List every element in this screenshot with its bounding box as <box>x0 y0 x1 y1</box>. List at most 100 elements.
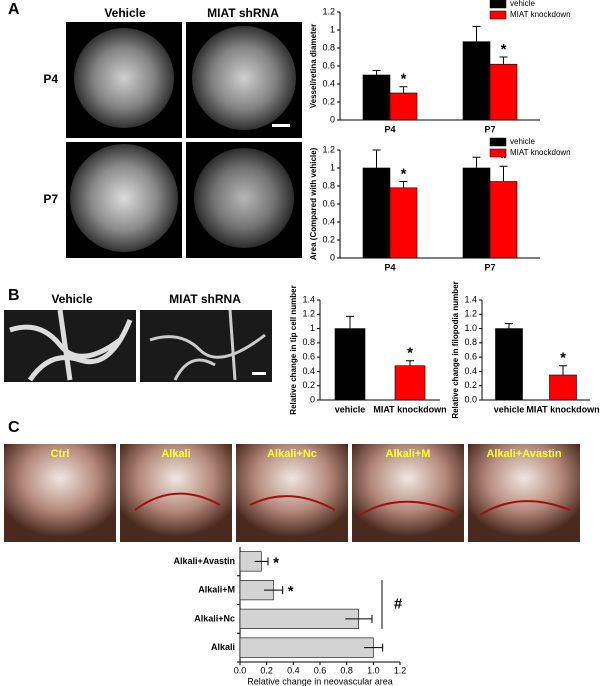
photo-label: Ctrl <box>51 448 70 460</box>
annotation: # <box>394 595 403 612</box>
row-label: P4 <box>43 72 58 86</box>
y-tick-label: 0.4 <box>322 216 335 226</box>
error-bar <box>472 156 481 168</box>
legend-swatch <box>489 0 507 9</box>
y-axis-label: Relative change in tip cell number <box>289 285 298 414</box>
photo-label: Alkali+Nc <box>267 448 317 460</box>
column-label: Vehicle <box>104 6 146 20</box>
legend-label: MIAT knockdown <box>510 148 571 157</box>
x-tick-label: MIAT knockdown <box>526 404 599 414</box>
x-tick-label: P4 <box>384 262 395 272</box>
bar <box>489 181 518 259</box>
y-tick-label: 0.6 <box>302 352 315 362</box>
error-bar <box>399 181 408 188</box>
retina-images <box>66 22 302 258</box>
significance-label: * <box>401 165 407 182</box>
x-tick-label: 0.6 <box>314 665 327 675</box>
error-bar <box>364 643 384 652</box>
photo-label: Alkali+M <box>386 448 431 460</box>
y-axis-label: Relative change in filopodia number <box>451 281 460 418</box>
y-tick-label: 0.6 <box>322 198 335 208</box>
error-bar <box>345 614 373 623</box>
y-tick-label: 0.6 <box>464 352 477 362</box>
bar <box>495 328 523 401</box>
x-tick-label: 0.2 <box>260 665 273 675</box>
significance-label: * <box>288 583 294 600</box>
y-tick-label: 0.2 <box>302 380 315 390</box>
column-label: MIAT shRNA <box>207 6 279 20</box>
legend-label: vehicle <box>510 137 535 146</box>
error-bar <box>559 365 567 375</box>
y-tick-label: Alkali+M <box>198 585 235 595</box>
x-tick-label: P7 <box>484 124 495 134</box>
y-tick-label: Alkali <box>211 642 235 652</box>
vessel-images <box>4 309 272 382</box>
panel-letter: C <box>8 419 20 436</box>
y-tick-label: 0.8 <box>302 337 315 347</box>
bar <box>462 167 491 259</box>
y-tick-label: 0 <box>330 114 335 124</box>
bar <box>239 608 359 629</box>
bar <box>394 365 426 401</box>
x-tick-label: MIAT knockdown <box>373 404 446 414</box>
significance-label: * <box>501 41 507 58</box>
bar <box>334 328 366 401</box>
error-bar <box>254 557 269 566</box>
error-bar <box>499 56 508 65</box>
bar <box>389 92 418 121</box>
error-bar <box>499 165 508 182</box>
column-label: Vehicle <box>51 292 93 306</box>
y-tick-label: 0.4 <box>464 366 477 376</box>
y-tick-label: 1.2 <box>464 309 477 319</box>
y-tick-label: 0.8 <box>322 180 335 190</box>
row-label: P7 <box>43 192 58 206</box>
x-tick-label: 0.0 <box>234 665 247 675</box>
x-tick-label: 0.4 <box>287 665 300 675</box>
significance-label: * <box>407 345 413 362</box>
bar <box>362 74 391 121</box>
y-tick-label: 0.4 <box>322 78 335 88</box>
y-tick-label: 0 <box>330 252 335 262</box>
legend-swatch <box>489 137 507 147</box>
legend-swatch <box>489 148 507 158</box>
y-tick-label: 0.4 <box>302 366 315 376</box>
error-bar <box>505 323 513 329</box>
x-tick-label: 1.2 <box>394 665 407 675</box>
bar <box>239 637 374 658</box>
photo-label: Alkali+Avastin <box>486 448 561 460</box>
error-bar <box>346 315 354 329</box>
y-tick-label: Alkali+Avastin <box>174 556 235 566</box>
significance-label: * <box>273 554 279 571</box>
x-tick-label: vehicle <box>494 404 525 414</box>
legend-swatch <box>489 10 507 20</box>
y-tick-label: 1.4 <box>464 294 477 304</box>
y-tick-label: 1 <box>310 323 315 333</box>
y-axis-label: Vessel/retina diameter <box>309 24 318 109</box>
x-tick-label: P4 <box>384 124 395 134</box>
y-tick-label: 0.8 <box>322 42 335 52</box>
significance-label: * <box>401 71 407 88</box>
y-tick-label: 0.2 <box>464 380 477 390</box>
x-tick-label: 1.0 <box>367 665 380 675</box>
y-tick-label: 1.2 <box>322 6 335 16</box>
photo-label: Alkali <box>161 448 190 460</box>
error-bar <box>406 360 414 366</box>
error-bar <box>399 86 408 93</box>
y-tick-label: 1.2 <box>302 309 315 319</box>
y-tick-label: 0.2 <box>322 96 335 106</box>
x-axis-label: Relative change in neovascular area <box>247 676 393 686</box>
panel-letter: B <box>8 287 20 304</box>
eye-photos <box>4 444 580 542</box>
panel-letter: A <box>8 1 20 18</box>
x-tick-label: vehicle <box>335 404 366 414</box>
bar <box>389 187 418 259</box>
error-bar <box>264 586 284 595</box>
error-bar <box>372 70 381 75</box>
error-bar <box>472 25 481 42</box>
bar <box>549 374 577 401</box>
y-tick-label: 1 <box>330 24 335 34</box>
bar <box>462 41 491 121</box>
x-tick-label: 0.8 <box>340 665 353 675</box>
y-tick-label: 0.8 <box>464 337 477 347</box>
significance-label: * <box>560 350 566 367</box>
